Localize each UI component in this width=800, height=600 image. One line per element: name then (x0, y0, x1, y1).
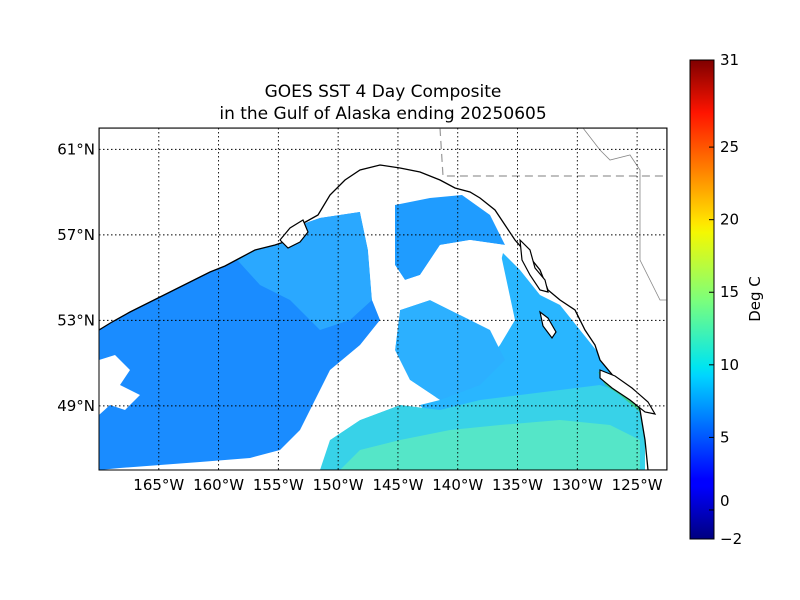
colorbar-tick-label: 0 (720, 492, 730, 510)
colorbar-ticks: 31 25 20 15 10 5 0 −2 (709, 51, 742, 548)
longitude-label: 125°W (612, 476, 663, 494)
sst-warmest-water (340, 420, 640, 470)
longitude-label: 165°W (133, 476, 184, 494)
graticule (99, 128, 667, 470)
latitude-label: 53°N (57, 311, 95, 329)
haida-gwaii (539, 310, 557, 340)
cloud-mask-south (320, 380, 440, 440)
longitude-label: 150°W (313, 476, 364, 494)
longitude-label: 155°W (253, 476, 304, 494)
axis-tick-labels: 165°W 160°W 155°W 150°W 145°W 140°W 135°W 130°W… (57, 140, 663, 494)
map-frame (98, 127, 668, 471)
sst-north-water (395, 195, 505, 280)
latitude-label: 61°N (57, 140, 95, 158)
colorbar-label: Deg C (746, 276, 764, 322)
longitude-label: 130°W (552, 476, 603, 494)
map-title-line1: GOES SST 4 Day Composite (264, 82, 502, 102)
colorbar-tick-label: 20 (720, 211, 739, 229)
sst-central-water (395, 300, 505, 400)
colorbar-tick-label: 15 (720, 283, 739, 301)
latitude-label: 49°N (57, 397, 95, 415)
us-canada-border (439, 128, 667, 177)
latitude-label: 57°N (57, 226, 95, 244)
colorbar-tick-label: 10 (720, 356, 739, 374)
map-panel (99, 128, 667, 470)
longitude-label: 160°W (193, 476, 244, 494)
colorbar (689, 59, 715, 540)
province-border (582, 128, 667, 301)
vancouver-island (599, 369, 657, 415)
longitude-label: 140°W (432, 476, 483, 494)
map-title-line2: in the Gulf of Alaska ending 20250605 (219, 104, 547, 124)
colorbar-tick-label: 25 (720, 138, 739, 156)
colorbar-tick-label: 5 (720, 428, 730, 446)
longitude-label: 135°W (492, 476, 543, 494)
cloud-mask-west (99, 355, 140, 415)
cloud-mask-central (295, 205, 505, 450)
alexander-archipelago (519, 238, 549, 293)
longitude-label: 145°W (372, 476, 423, 494)
kodiak-island (279, 219, 309, 249)
colorbar-tick-label: −2 (720, 530, 742, 548)
colorbar-tick-label: 31 (720, 51, 739, 69)
